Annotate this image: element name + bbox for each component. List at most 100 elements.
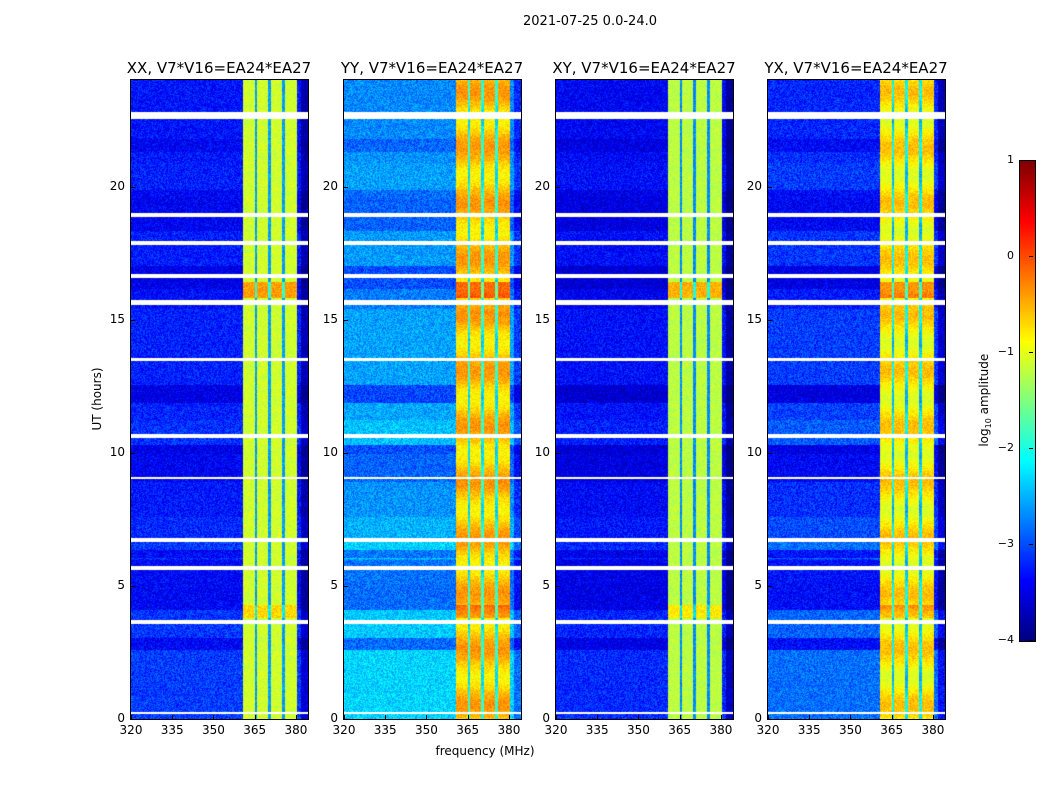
x-tick-label: 350 <box>627 723 650 737</box>
colorbar-tick <box>1029 640 1033 641</box>
x-tick <box>597 715 599 719</box>
y-tick <box>768 585 772 587</box>
y-tick <box>344 585 348 587</box>
spectrogram-panel <box>555 79 734 720</box>
y-tick <box>768 186 772 188</box>
y-tick-label: 20 <box>322 178 338 193</box>
x-tick-label: 320 <box>756 723 780 737</box>
x-tick-label: 365 <box>668 723 692 737</box>
spectrogram-image <box>131 80 308 719</box>
panel-title: YX, V7*V16=EA24*EA27 <box>764 59 948 77</box>
colorbar-tick-label: 0 <box>1007 249 1014 262</box>
y-tick-label: 0 <box>117 711 125 725</box>
figure-title: 2021-07-25 0.0-24.0 <box>523 14 657 29</box>
y-tick <box>556 452 560 454</box>
colorbar-tick <box>1029 352 1033 353</box>
y-tick <box>344 452 348 454</box>
y-tick-label: 10 <box>322 444 338 459</box>
x-tick <box>809 715 811 719</box>
colorbar-tick <box>1029 256 1033 257</box>
panel-title: YY, V7*V16=EA24*EA27 <box>340 59 524 77</box>
y-tick <box>131 585 135 587</box>
x-tick-label: 320 <box>544 723 568 737</box>
y-tick-label: 10 <box>534 444 550 459</box>
y-tick-label: 20 <box>534 178 550 193</box>
y-tick <box>556 186 560 188</box>
spectrogram-image <box>556 80 733 719</box>
x-tick-label: 335 <box>797 723 821 737</box>
x-axis-label: frequency (MHz) <box>435 744 535 758</box>
y-tick <box>556 585 560 587</box>
x-tick <box>679 715 681 719</box>
y-tick-label: 15 <box>746 311 762 326</box>
y-tick-label: 10 <box>746 444 762 459</box>
x-tick <box>254 715 256 719</box>
x-tick-label: 365 <box>880 723 904 737</box>
x-tick-label: 320 <box>332 723 356 737</box>
x-tick <box>131 715 132 719</box>
colorbar-tick-label: −3 <box>997 537 1014 550</box>
colorbar-tick <box>1029 544 1033 545</box>
y-tick <box>768 319 772 321</box>
x-tick-label: 365 <box>243 723 267 737</box>
x-tick-label: 335 <box>585 723 609 737</box>
y-tick <box>344 186 348 188</box>
x-tick-label: 335 <box>160 723 184 737</box>
x-tick-label: 335 <box>373 723 397 737</box>
y-tick-label: 0 <box>542 711 550 725</box>
y-tick <box>344 719 348 720</box>
x-tick <box>213 715 215 719</box>
y-tick <box>131 186 135 188</box>
panel-title: XX, V7*V16=EA24*EA27 <box>126 59 312 77</box>
x-tick-label: 380 <box>921 723 945 737</box>
y-tick-label: 0 <box>754 711 762 725</box>
y-tick-label: 15 <box>109 311 125 326</box>
y-tick <box>556 319 560 321</box>
y-tick <box>344 319 348 321</box>
x-tick <box>932 715 934 719</box>
y-tick-label: 0 <box>330 711 338 725</box>
x-tick-label: 320 <box>119 723 143 737</box>
y-tick <box>768 452 772 454</box>
x-tick <box>768 715 769 719</box>
y-tick <box>556 719 560 720</box>
y-tick-label: 15 <box>534 311 550 326</box>
y-tick <box>131 719 135 720</box>
colorbar-tick <box>1029 448 1033 449</box>
x-tick <box>295 715 297 719</box>
x-tick <box>426 715 428 719</box>
y-tick <box>131 452 135 454</box>
spectrogram-panel <box>343 79 522 720</box>
x-tick <box>385 715 387 719</box>
spectrogram-panel <box>130 79 309 720</box>
y-tick-label: 15 <box>322 311 338 326</box>
colorbar <box>1019 160 1036 642</box>
colorbar-label: log10 amplitude <box>976 353 994 447</box>
y-tick-label: 5 <box>330 577 338 592</box>
y-tick-label: 10 <box>109 444 125 459</box>
x-tick <box>891 715 893 719</box>
x-tick <box>467 715 469 719</box>
y-tick-label: 5 <box>754 577 762 592</box>
y-axis-label: UT (hours) <box>90 367 104 431</box>
spectrogram-image <box>768 80 945 719</box>
colorbar-tick <box>1029 160 1033 161</box>
x-tick <box>638 715 640 719</box>
colorbar-tick-label: −1 <box>997 345 1014 358</box>
panel-title: XY, V7*V16=EA24*EA27 <box>552 59 736 77</box>
y-tick <box>131 319 135 321</box>
x-tick <box>508 715 510 719</box>
x-tick-label: 350 <box>415 723 438 737</box>
y-tick <box>768 719 772 720</box>
y-tick-label: 20 <box>746 178 762 193</box>
y-tick-label: 5 <box>117 577 125 592</box>
x-tick <box>720 715 722 719</box>
x-tick-label: 350 <box>202 723 225 737</box>
colorbar-tick-label: −2 <box>997 441 1014 454</box>
x-tick-label: 350 <box>839 723 862 737</box>
x-tick <box>850 715 852 719</box>
y-tick-label: 5 <box>542 577 550 592</box>
colorbar-tick-label: −4 <box>997 633 1014 646</box>
y-tick-label: 20 <box>109 178 125 193</box>
